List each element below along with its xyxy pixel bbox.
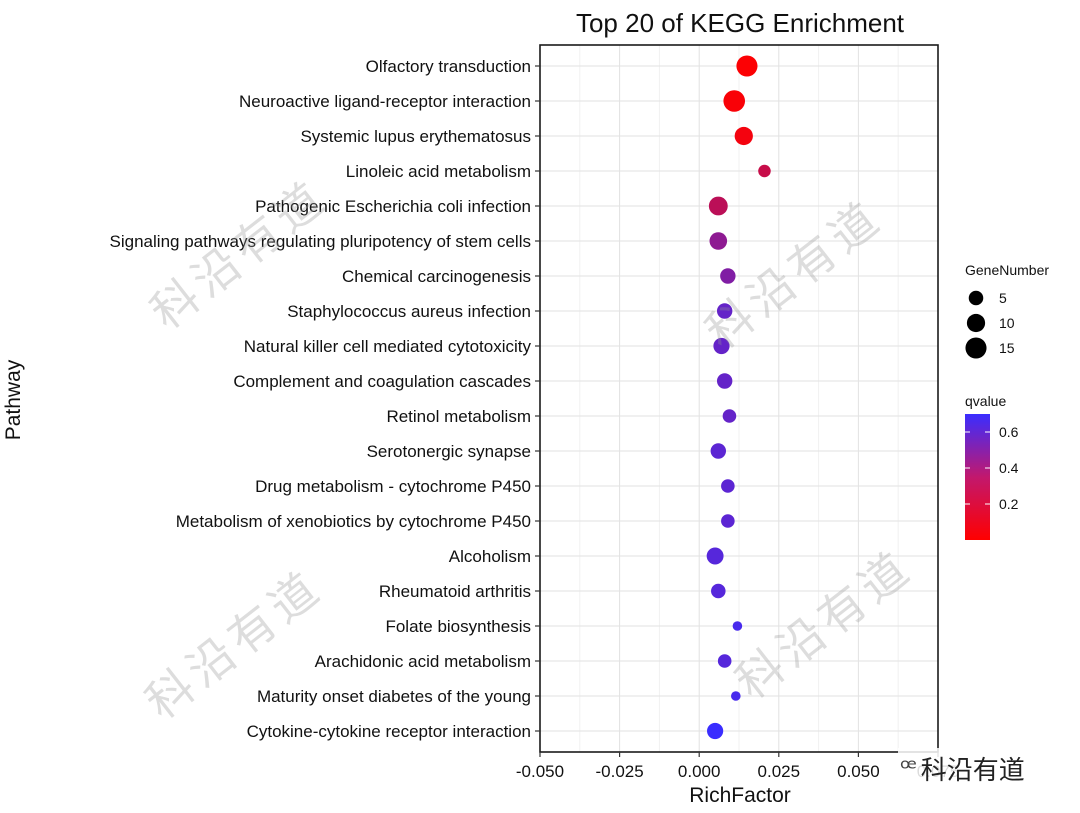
qvalue-colorbar <box>965 414 990 540</box>
x-tick-label: 0.050 <box>837 762 880 781</box>
y-tick-label: Systemic lupus erythematosus <box>300 127 531 146</box>
data-point <box>731 691 741 701</box>
size-legend-label: 5 <box>999 290 1007 306</box>
y-tick-label: Maturity onset diabetes of the young <box>257 687 531 706</box>
color-legend-title: qvalue <box>965 393 1006 409</box>
x-tick-label: -0.025 <box>595 762 643 781</box>
y-tick-labels: Olfactory transduction Neuroactive ligand… <box>110 57 540 741</box>
data-point <box>723 90 746 112</box>
y-tick-label: Serotonergic synapse <box>367 442 531 461</box>
y-tick-label: Retinol metabolism <box>386 407 531 426</box>
data-point <box>711 583 726 599</box>
data-point <box>758 164 771 178</box>
size-legend-key <box>966 313 986 333</box>
x-tick-label: 0.025 <box>758 762 801 781</box>
y-tick-label: Chemical carcinogenesis <box>342 267 531 286</box>
y-tick-label: Pathogenic Escherichia coli infection <box>255 197 531 216</box>
y-tick-label: Drug metabolism - cytochrome P450 <box>255 477 531 496</box>
data-point <box>720 268 736 284</box>
y-tick-label: Neuroactive ligand-receptor interaction <box>239 92 531 111</box>
data-points <box>706 55 771 740</box>
data-point <box>736 55 758 77</box>
wechat-badge-text: 科沿有道 <box>920 756 1025 786</box>
y-axis-title: Pathway <box>2 359 25 440</box>
size-legend: GeneNumber 5 10 15 <box>965 262 1049 359</box>
size-legend-title: GeneNumber <box>965 262 1049 278</box>
data-point <box>710 443 727 459</box>
x-tick-label: 0.000 <box>678 762 721 781</box>
size-legend-label: 15 <box>999 340 1015 356</box>
data-point <box>716 373 733 389</box>
data-point <box>709 232 728 250</box>
color-legend: qvalue 0.2 0.4 0.6 <box>965 393 1019 540</box>
y-tick-label: Complement and coagulation cascades <box>233 372 531 391</box>
y-tick-label: Arachidonic acid metabolism <box>315 652 531 671</box>
y-tick-label: Staphylococcus aureus infection <box>287 302 531 321</box>
data-point <box>716 303 733 319</box>
data-point <box>706 547 724 565</box>
x-axis-title: RichFactor <box>689 784 791 807</box>
data-point <box>717 654 732 668</box>
data-point <box>722 409 737 423</box>
y-tick-label: Cytokine-cytokine receptor interaction <box>247 722 531 741</box>
size-legend-key <box>965 337 987 359</box>
y-tick-label: Natural killer cell mediated cytotoxicit… <box>244 337 532 356</box>
wechat-icon: ꟹ <box>900 753 917 784</box>
data-point <box>707 722 724 740</box>
chart-title: Top 20 of KEGG Enrichment <box>576 8 905 38</box>
wechat-badge: ꟹ 科沿有道 <box>898 748 1031 789</box>
y-tick-label: Olfactory transduction <box>366 57 531 76</box>
y-tick-label: Alcoholism <box>449 547 531 566</box>
y-tick-label: Rheumatoid arthritis <box>379 582 531 601</box>
data-point <box>732 621 743 631</box>
y-tick-label: Signaling pathways regulating pluripoten… <box>110 232 531 251</box>
size-legend-key <box>968 290 984 306</box>
colorbar-label: 0.4 <box>999 460 1019 476</box>
colorbar-label: 0.6 <box>999 424 1019 440</box>
data-point <box>713 337 730 355</box>
data-point <box>734 126 753 146</box>
size-legend-label: 10 <box>999 315 1015 331</box>
y-tick-label: Linoleic acid metabolism <box>346 162 531 181</box>
data-point <box>721 479 735 493</box>
data-point <box>721 514 735 528</box>
y-tick-label: Folate biosynthesis <box>385 617 531 636</box>
y-tick-label: Metabolism of xenobiotics by cytochrome … <box>176 512 531 531</box>
data-point <box>708 196 728 216</box>
colorbar-label: 0.2 <box>999 496 1019 512</box>
plot-border <box>539 44 939 753</box>
x-tick-label: -0.050 <box>516 762 564 781</box>
